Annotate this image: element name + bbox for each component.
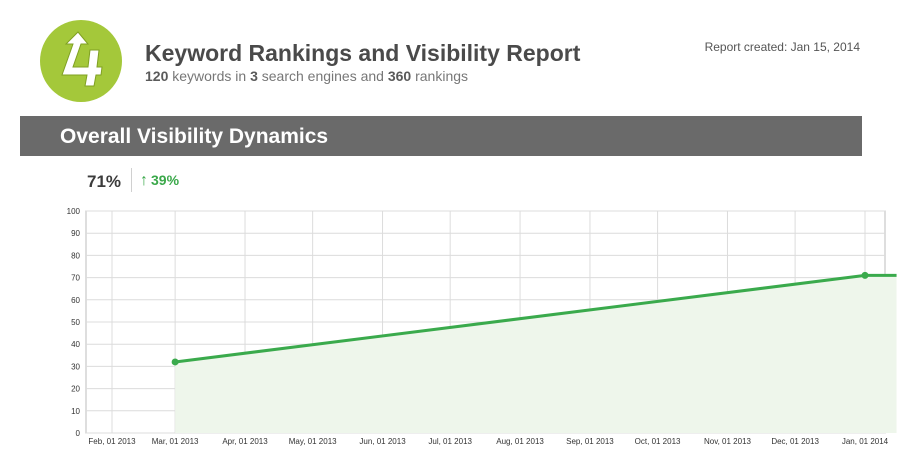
data-point bbox=[171, 358, 179, 366]
x-tick-label: Jul, 01 2013 bbox=[428, 437, 472, 446]
keywords-text: keywords in bbox=[168, 68, 251, 84]
x-tick-label: Jan, 01 2014 bbox=[842, 437, 889, 446]
x-tick-label: Dec, 01 2013 bbox=[771, 437, 819, 446]
y-tick-label: 80 bbox=[71, 251, 80, 260]
x-tick-label: Aug, 01 2013 bbox=[496, 437, 544, 446]
engines-count: 3 bbox=[250, 68, 258, 84]
x-tick-label: Oct, 01 2013 bbox=[635, 437, 681, 446]
data-point bbox=[861, 271, 869, 279]
report-title: Keyword Rankings and Visibility Report bbox=[145, 40, 581, 66]
x-tick-label: May, 01 2013 bbox=[289, 437, 337, 446]
logo-icon bbox=[40, 20, 122, 102]
visibility-change-value: 39% bbox=[151, 172, 180, 188]
y-tick-label: 60 bbox=[71, 296, 80, 305]
report-created-date: Report created: Jan 15, 2014 bbox=[704, 40, 860, 54]
rankings-text: rankings bbox=[411, 68, 469, 84]
visibility-change: ↑ 39% bbox=[140, 172, 179, 190]
y-tick-label: 20 bbox=[71, 385, 80, 394]
x-tick-label: Apr, 01 2013 bbox=[222, 437, 268, 446]
y-tick-label: 0 bbox=[76, 429, 81, 438]
x-tick-label: Feb, 01 2013 bbox=[88, 437, 136, 446]
y-tick-label: 10 bbox=[71, 407, 80, 416]
report-subtitle: 120 keywords in 3 search engines and 360… bbox=[145, 68, 468, 84]
visibility-value: 71% bbox=[87, 172, 122, 191]
y-tick-label: 100 bbox=[67, 207, 81, 216]
y-tick-label: 50 bbox=[71, 318, 80, 327]
section-title: Overall Visibility Dynamics bbox=[60, 125, 329, 148]
y-tick-label: 70 bbox=[71, 274, 80, 283]
series-area bbox=[175, 275, 897, 433]
section-header-bar: Overall Visibility Dynamics bbox=[20, 116, 862, 156]
x-tick-label: Mar, 01 2013 bbox=[152, 437, 199, 446]
keywords-count: 120 bbox=[145, 68, 169, 84]
kpi-divider bbox=[131, 168, 132, 192]
x-tick-label: Nov, 01 2013 bbox=[704, 437, 752, 446]
y-tick-label: 90 bbox=[71, 229, 80, 238]
x-tick-label: Jun, 01 2013 bbox=[359, 437, 406, 446]
y-tick-label: 30 bbox=[71, 362, 80, 371]
x-tick-label: Sep, 01 2013 bbox=[566, 437, 614, 446]
rankings-count: 360 bbox=[387, 68, 412, 84]
y-tick-label: 40 bbox=[71, 340, 80, 349]
engines-text: search engines and bbox=[257, 68, 388, 84]
arrow-up-icon: ↑ bbox=[140, 172, 148, 189]
